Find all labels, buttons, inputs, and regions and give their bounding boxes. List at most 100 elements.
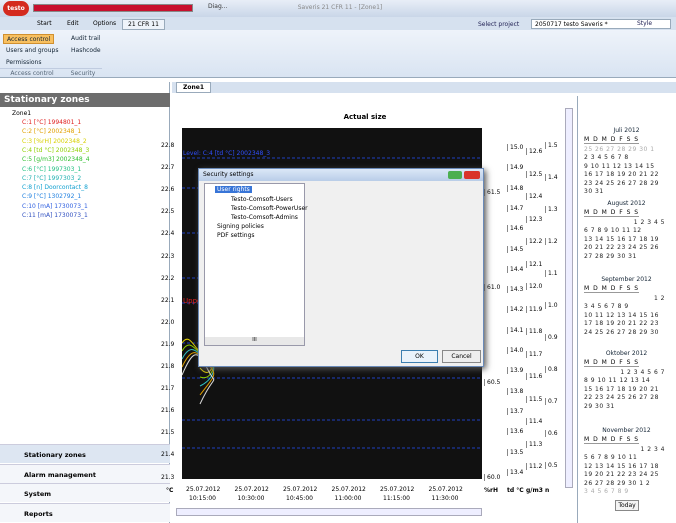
right-axis-label: 14.2: [507, 306, 523, 314]
calendar-week[interactable]: 1 2 3 4 5 6 7: [620, 369, 665, 376]
calendar-week[interactable]: 6 7 8 9 10 11 12: [584, 227, 642, 235]
channel-item[interactable]: C:7 [°C] 1997303_2: [22, 174, 82, 182]
y-label: 22.6: [161, 186, 175, 194]
right-axis-label: 13.9: [507, 367, 523, 375]
right-axis-label: 14.1: [507, 326, 523, 334]
right-axis-label: 0.6: [545, 430, 558, 437]
calendar-week[interactable]: 15 16 17 18 19 20 21: [584, 385, 659, 393]
calendar-week[interactable]: 16 17 18 19 20 21 22: [584, 171, 659, 179]
right-axis-label: 0.7: [545, 398, 558, 405]
ribbon-tab[interactable]: Options: [93, 20, 117, 27]
minimize-button[interactable]: [448, 171, 462, 179]
calendar-week[interactable]: 22 23 24 25 26 27 28: [584, 394, 659, 402]
right-axis-label: 12.1: [526, 260, 542, 268]
ribbon-button[interactable]: Hashcode: [71, 47, 101, 54]
calendar-week[interactable]: 1 2 3 4: [640, 446, 665, 453]
project-combo[interactable]: 2050717 testo Saveris *: [531, 19, 671, 29]
calendar-week[interactable]: 5 6 7 8 9 10 11: [584, 454, 638, 462]
month-title: Juli 2012: [613, 127, 640, 134]
tree-item[interactable]: Testo-Comsoft-Users: [231, 196, 293, 203]
tree-item[interactable]: Signing policies: [217, 223, 264, 230]
right-axis-label: 60.0: [484, 474, 500, 481]
y-label: 21.4: [161, 451, 175, 459]
calendar-week[interactable]: 29 30 31: [584, 402, 615, 410]
y-label: 21.6: [161, 407, 175, 415]
calendar-week[interactable]: 30 31: [584, 188, 604, 195]
style-menu[interactable]: Style: [637, 20, 653, 27]
y-label: 21.5: [161, 429, 175, 437]
today-button[interactable]: Today: [615, 500, 639, 511]
h-scrollbar[interactable]: [176, 508, 482, 516]
nav-item[interactable]: Stationary zones: [0, 444, 170, 463]
ribbon-button[interactable]: Audit trail: [71, 35, 101, 42]
right-axis-label: 61.0: [484, 284, 500, 291]
nav-item[interactable]: Alarm management: [0, 463, 170, 483]
channel-item[interactable]: C:4 [td °C] 2002348_3: [22, 146, 90, 154]
calendar-week[interactable]: 27 28 29 30 31: [584, 252, 637, 260]
y-label: 21.9: [161, 340, 175, 348]
dialog-titlebar: Security settings: [199, 169, 483, 181]
calendar-week[interactable]: 17 18 19 20 21 22 23: [584, 320, 659, 328]
channel-item[interactable]: C:2 [°C] 2002348_1: [22, 128, 82, 136]
right-axis-label: 13.7: [507, 407, 523, 415]
v-scrollbar[interactable]: [565, 108, 573, 488]
y-label: 22.4: [161, 230, 175, 238]
right-axis-label: 0.5: [545, 462, 558, 469]
channel-item[interactable]: C:9 [°C] 1302792_1: [22, 193, 82, 201]
right-axis-label: 1.4: [545, 174, 558, 181]
tree-root: Zone1: [12, 110, 32, 117]
calendar-week[interactable]: 23 24 25 26 27 28 29: [584, 179, 659, 187]
calendar-week[interactable]: 10 11 12 13 14 15 16: [584, 311, 659, 319]
channel-item[interactable]: C:5 [g/m3] 2002348_4: [22, 156, 90, 164]
ribbon-button[interactable]: Users and groups: [6, 47, 59, 54]
calendar-week[interactable]: 13 14 15 16 17 18 19: [584, 235, 659, 243]
channel-item[interactable]: C:10 [mA] 1730073_1: [22, 202, 88, 210]
tree-item[interactable]: PDF settings: [217, 232, 255, 239]
right-axis-label: 1.3: [545, 206, 558, 213]
ok-button[interactable]: OK: [401, 350, 438, 363]
chart-title: Actual size: [343, 113, 387, 121]
calendar-week[interactable]: 8 9 10 11 12 13 14: [584, 377, 651, 385]
ribbon-tab[interactable]: 21 CFR 11: [122, 19, 165, 30]
weekday-header: M D M D F S S: [584, 436, 640, 444]
ribbon-tab[interactable]: Edit: [67, 20, 79, 27]
calendar-week[interactable]: 9 10 11 12 13 14 15: [584, 162, 655, 170]
calendar-week[interactable]: 12 13 14 15 16 17 18: [584, 462, 659, 470]
right-axis-label: 60.5: [484, 379, 500, 386]
doc-tab[interactable]: Zone1: [176, 82, 211, 93]
calendar-week[interactable]: 25 26 27 28 29 30 1: [584, 146, 655, 153]
calendar-week[interactable]: 19 20 21 22 23 24 25: [584, 471, 659, 479]
channel-item[interactable]: C:1 [°C] 1994801_1: [22, 119, 82, 126]
close-button[interactable]: [464, 171, 480, 179]
channel-item[interactable]: C:6 [°C] 1997303_1: [22, 165, 82, 173]
calendar-week[interactable]: 3 4 5 6 7 8 9: [584, 488, 629, 495]
calendar-week[interactable]: 20 21 22 23 24 25 26: [584, 244, 659, 252]
logo: testo: [3, 1, 29, 16]
right-axis-label: 1.1: [545, 270, 558, 277]
nav-item[interactable]: Reports: [0, 502, 170, 522]
calendar-week[interactable]: 3 4 5 6 7 8 9: [584, 303, 629, 311]
right-axis-label: 12.2: [526, 238, 542, 245]
right-axis-label: 0.9: [545, 334, 558, 341]
nav-item[interactable]: System: [0, 483, 170, 502]
cancel-button[interactable]: Cancel: [442, 350, 481, 363]
channel-item[interactable]: C:8 [n] Doorcontact_8: [22, 184, 88, 192]
ribbon-button[interactable]: Access control: [3, 34, 55, 44]
channel-item[interactable]: C:11 [mA] 1730073_1: [22, 212, 88, 219]
tree-item[interactable]: Testo-Comsoft-Admins: [231, 214, 298, 221]
x-time: 10:15:00: [189, 495, 216, 502]
ribbon-button[interactable]: Permissions: [6, 59, 42, 66]
right-axis-label: 13.5: [507, 448, 523, 456]
calendar-week[interactable]: 26 27 28 29 30 1 2: [584, 479, 651, 487]
calendar-week[interactable]: 1 2: [653, 295, 665, 302]
calendar-week[interactable]: 2 3 4 5 6 7 8: [584, 154, 629, 162]
tree-item[interactable]: User rights: [215, 186, 252, 193]
calendar-week[interactable]: 24 25 26 27 28 29 30: [584, 328, 659, 336]
dialog-hscroll[interactable]: III: [205, 337, 304, 345]
channel-item[interactable]: C:3 [%rH] 2002348_2: [22, 137, 87, 145]
tree-item[interactable]: Testo-Comsoft-PowerUser: [231, 205, 308, 212]
ribbon-tab[interactable]: Start: [37, 20, 52, 27]
window-title: Saveris 21 CFR 11 - [Zone1]: [297, 4, 383, 11]
calendar-week[interactable]: 1 2 3 4 5: [633, 219, 665, 226]
